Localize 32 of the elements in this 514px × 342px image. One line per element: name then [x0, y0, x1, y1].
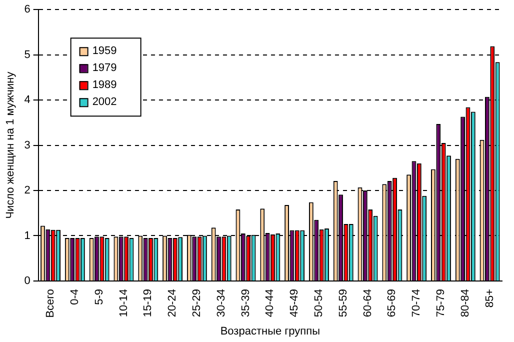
x-tick-label: 85+ — [484, 288, 496, 308]
y-tick-label: 4 — [24, 94, 30, 106]
x-tick-label: 5-9 — [93, 288, 106, 305]
y-tick-label: 2 — [24, 184, 30, 197]
x-tick-label: 40-44 — [264, 288, 276, 318]
x-tick-label: 75-79 — [435, 288, 448, 318]
x-tick-label: 25-29 — [190, 288, 203, 318]
legend-label: 2002 — [92, 96, 117, 108]
y-tick-label: 3 — [24, 139, 30, 152]
x-axis-title: Возрастные группы — [220, 325, 320, 338]
legend-label: 1959 — [92, 45, 117, 58]
x-tick-label: 15-19 — [142, 288, 154, 318]
x-tick-label: 20-24 — [166, 288, 179, 318]
x-tick-label: 50-54 — [313, 288, 325, 318]
x-tick-label: 45-49 — [288, 288, 301, 318]
x-tick-label: 65-69 — [386, 288, 398, 318]
x-tick-label: Всего — [44, 288, 57, 318]
x-tick-label: 10-14 — [118, 288, 130, 318]
x-tick-label: 80-84 — [459, 288, 472, 318]
x-tick-label: 0-4 — [68, 288, 81, 305]
x-tick-label: 35-39 — [240, 288, 252, 318]
y-axis-title: Число женщин на 1 мужчину — [4, 71, 17, 219]
y-tick-label: 1 — [24, 230, 30, 242]
x-tick-label: 55-59 — [337, 288, 350, 318]
y-tick-label: 5 — [24, 48, 30, 61]
x-tick-label: 60-64 — [362, 288, 374, 318]
y-tick-label: 0 — [24, 274, 30, 287]
x-tick-label: 70-74 — [410, 288, 423, 318]
legend-label: 1989 — [92, 79, 117, 92]
y-tick-label: 6 — [24, 4, 30, 16]
legend-label: 1979 — [92, 62, 117, 74]
x-tick-label: 30-34 — [215, 288, 228, 318]
